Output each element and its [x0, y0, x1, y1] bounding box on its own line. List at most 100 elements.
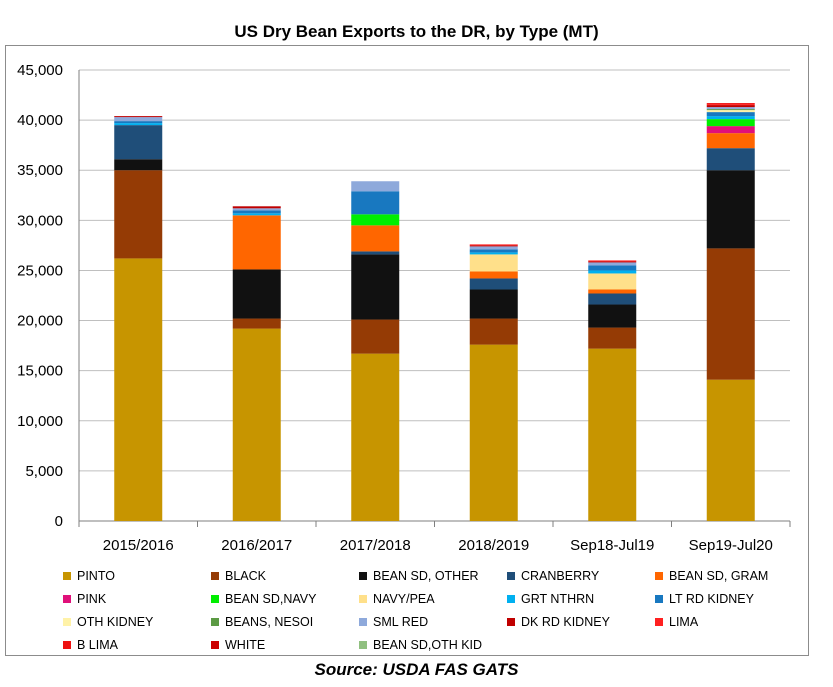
- legend-item: SML RED: [359, 612, 507, 631]
- legend-item: GRT NTHRN: [507, 589, 655, 608]
- legend-item: LT RD KIDNEY: [655, 589, 803, 608]
- legend-label: PINTO: [77, 568, 115, 583]
- bar-segment: [114, 116, 163, 118]
- legend-label: CRANBERRY: [521, 568, 600, 583]
- legend-swatch: [359, 617, 367, 626]
- x-tick-label: 2017/2018: [340, 537, 411, 554]
- legend-swatch: [211, 571, 219, 580]
- bar-segment: [588, 262, 637, 266]
- legend-item: BEAN SD, OTHER: [359, 566, 507, 585]
- legend-swatch: [655, 571, 663, 580]
- x-tick-label: Sep18-Jul19: [570, 537, 654, 554]
- bar-segment: [232, 208, 281, 211]
- bar-segment: [706, 109, 755, 111]
- legend-label: OTH KIDNEY: [77, 614, 154, 629]
- bar-segment: [706, 104, 755, 106]
- legend-label: BEAN SD, OTHER: [373, 568, 479, 583]
- bar-segment: [114, 258, 163, 521]
- bar-segment: [588, 265, 637, 271]
- chart-frame: [5, 45, 809, 656]
- chart-title: US Dry Bean Exports to the DR, by Type (…: [234, 22, 599, 41]
- bar-segment: [351, 214, 400, 226]
- legend-swatch: [655, 594, 663, 603]
- legend-item: BLACK: [211, 566, 359, 585]
- bar-segment: [706, 248, 755, 380]
- legend-item: BEAN SD,OTH KID: [359, 635, 507, 654]
- bar-segment: [232, 269, 281, 319]
- bar-segment: [588, 289, 637, 294]
- y-tick-label: 40,000: [17, 112, 63, 129]
- legend-label: BEAN SD, GRAM: [669, 568, 769, 583]
- y-tick-label: 20,000: [17, 313, 63, 330]
- bar-segment: [706, 116, 755, 120]
- bar-segment: [351, 191, 400, 215]
- x-tick-label: 2016/2017: [221, 537, 292, 554]
- legend-item: BEAN SD, GRAM: [655, 566, 803, 585]
- legend-swatch: [359, 571, 367, 580]
- bar-segment: [114, 125, 163, 160]
- legend-item: BEANS, NESOI: [211, 612, 359, 631]
- legend-swatch: [359, 594, 367, 603]
- bar-segment: [706, 105, 755, 108]
- legend-item: BEAN SD,NAVY: [211, 589, 359, 608]
- x-tick-label: 2018/2019: [458, 537, 529, 554]
- legend-swatch: [211, 617, 219, 626]
- y-tick-label: 35,000: [17, 162, 63, 179]
- legend-swatch: [507, 594, 515, 603]
- bar-segment: [114, 123, 163, 126]
- chart-legend: PINTO BLACK BEAN SD, OTHER CRANBERRY BEAN SD…: [63, 566, 803, 654]
- bar-segment: [469, 278, 518, 290]
- bar-segment: [351, 251, 400, 255]
- legend-swatch: [63, 594, 71, 603]
- legend-swatch: [359, 640, 367, 649]
- bar-segment: [232, 206, 281, 209]
- bar-segment: [706, 148, 755, 171]
- bar-segment: [114, 121, 163, 124]
- legend-swatch: [655, 617, 663, 626]
- legend-label: DK RD KIDNEY: [521, 614, 610, 629]
- bar-segment: [588, 293, 637, 305]
- bar-segment: [232, 213, 281, 216]
- legend-label: PINK: [77, 591, 107, 606]
- source-note: Source: USDA FAS GATS: [314, 660, 519, 679]
- bar-segment: [706, 170, 755, 249]
- legend-item: LIMA: [655, 612, 803, 631]
- legend-swatch: [63, 617, 71, 626]
- bar-segment: [469, 245, 518, 247]
- legend-label: B LIMA: [77, 637, 118, 652]
- bar-segment: [588, 270, 637, 274]
- bar-segment: [351, 254, 400, 320]
- y-tick-label: 0: [55, 513, 63, 530]
- bar-segment: [232, 318, 281, 329]
- legend-item: CRANBERRY: [507, 566, 655, 585]
- bar-segment: [706, 112, 755, 117]
- y-tick-label: 5,000: [25, 463, 63, 480]
- legend-item: WHITE: [211, 635, 359, 654]
- legend-item: PINTO: [63, 566, 211, 585]
- bar-segment: [351, 181, 400, 192]
- bar-segment: [706, 133, 755, 149]
- legend-swatch: [211, 594, 219, 603]
- bar-segment: [588, 327, 637, 349]
- legend-swatch: [507, 571, 515, 580]
- bar-segment: [469, 244, 518, 246]
- bar-segment: [588, 348, 637, 521]
- bar-segment: [469, 289, 518, 319]
- legend-label: BEAN SD,OTH KID: [373, 637, 483, 652]
- legend-item: PINK: [63, 589, 211, 608]
- bar-segment: [232, 215, 281, 270]
- legend-label: NAVY/PEA: [373, 591, 435, 606]
- legend-label: SML RED: [373, 614, 429, 629]
- bar-segment: [351, 319, 400, 354]
- bar-segment: [469, 252, 518, 255]
- bar-segment: [232, 210, 281, 214]
- bar-segment: [114, 159, 163, 171]
- legend-label: WHITE: [225, 637, 266, 652]
- bar-segment: [114, 117, 163, 122]
- bar-segment: [469, 344, 518, 521]
- bar-segment: [469, 249, 518, 253]
- y-tick-label: 15,000: [17, 363, 63, 380]
- bar-segment: [706, 126, 755, 134]
- bar-segment: [469, 318, 518, 345]
- bar-segment: [232, 328, 281, 521]
